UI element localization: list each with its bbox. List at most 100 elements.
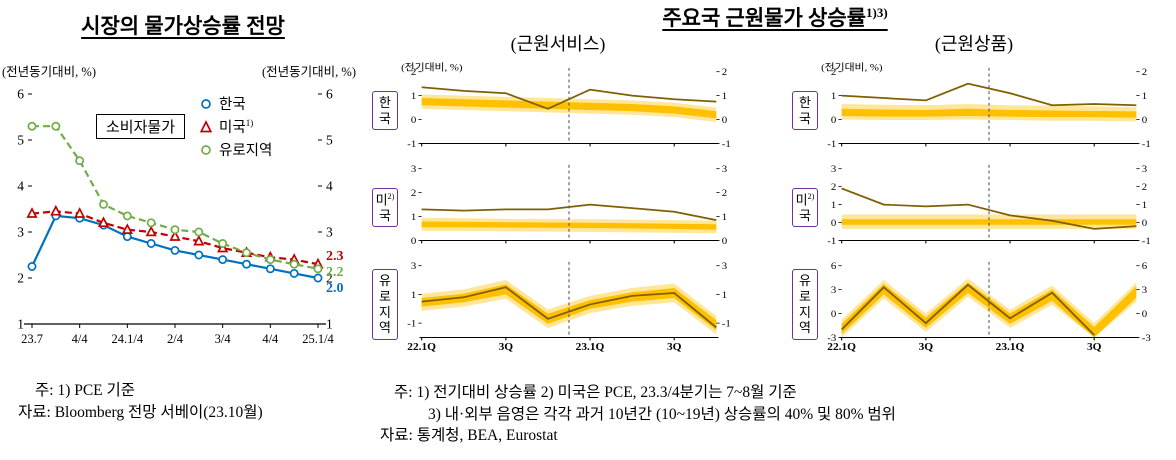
svg-text:0: 0 bbox=[1142, 115, 1147, 125]
svg-text:2: 2 bbox=[1142, 182, 1147, 192]
svg-text:1: 1 bbox=[1142, 200, 1147, 210]
market-expectations-plot: (전년동기대비, %) (전년동기대비, %) 1 1 2 2 3 3 4 4 5 5 6 6 23.7 4/… bbox=[2, 65, 356, 346]
left-panel-title: 시장의 물가상승률 전망 bbox=[81, 14, 285, 38]
core-services-euro-plot: 22.1Q 3Q 23.1Q 3Q 3 3 1 1 -1 -1 bbox=[407, 262, 731, 353]
svg-text:0: 0 bbox=[722, 115, 727, 125]
svg-text:0: 0 bbox=[411, 236, 416, 246]
svg-text:0: 0 bbox=[831, 115, 836, 125]
svg-text:1: 1 bbox=[722, 91, 727, 101]
svg-text:-1: -1 bbox=[1142, 236, 1151, 246]
svg-text:3: 3 bbox=[411, 165, 416, 175]
svg-text:-1: -1 bbox=[722, 319, 731, 329]
core-goods-korea-plot: 2 2 1 1 0 0 -1 -1 (전기대비, %) bbox=[821, 62, 1151, 149]
svg-text:1: 1 bbox=[17, 317, 24, 332]
core-goods-euro-plot: 22.1Q 3Q 23.1Q 3Q 6 6 3 3 0 0 -3 -3 bbox=[827, 262, 1151, 353]
svg-text:2: 2 bbox=[411, 188, 416, 198]
chart-row-core-goods-euro: 유 로 지 역 22.1Q 3Q 23.1Q 3Q 6 6 3 3 0 0 -3 -3 bbox=[792, 256, 1158, 353]
svg-text:0: 0 bbox=[1142, 218, 1147, 228]
svg-text:6: 6 bbox=[831, 262, 836, 272]
right-note-line-1: 주: 1) 전기대비 상승률 2) 미국은 PCE, 23.3/4분기는 7~8… bbox=[394, 384, 797, 401]
svg-text:23.1Q: 23.1Q bbox=[576, 342, 605, 353]
open-circle-marker-icon bbox=[201, 98, 211, 109]
chart-row-core-services-us: 미2) 국 3 3 2 2 1 1 0 0 bbox=[372, 159, 738, 256]
row-label-core-services-us: 미2) 국 bbox=[372, 187, 398, 228]
chart-row-core-services-korea: 한 국 2 2 1 1 0 0 -1 -1 (전기대비, %) bbox=[372, 62, 738, 159]
core-services-us-plot: 3 3 2 2 1 1 0 0 bbox=[411, 165, 727, 247]
core-line bbox=[840, 283, 1095, 336]
legend-item-한국: 한국 bbox=[198, 92, 272, 115]
right-axis-caption: (전년동기대비, %) bbox=[262, 65, 356, 79]
core-line bbox=[421, 203, 717, 221]
svg-text:25.1/4: 25.1/4 bbox=[302, 332, 334, 346]
svg-text:1: 1 bbox=[411, 212, 416, 222]
right-title-footnote-marker: 1)3) bbox=[866, 5, 888, 20]
svg-text:1: 1 bbox=[831, 91, 836, 101]
svg-text:1: 1 bbox=[411, 290, 416, 300]
svg-text:4: 4 bbox=[17, 179, 24, 194]
legend-title-box: 소비자물가 bbox=[96, 114, 186, 139]
svg-text:3: 3 bbox=[722, 165, 727, 175]
svg-text:-1: -1 bbox=[827, 139, 836, 149]
svg-text:2: 2 bbox=[17, 271, 24, 286]
svg-text:-3: -3 bbox=[1142, 333, 1151, 343]
svg-text:2: 2 bbox=[411, 68, 416, 78]
svg-text:4: 4 bbox=[326, 179, 333, 194]
svg-text:2: 2 bbox=[831, 68, 836, 78]
small-multiples-grid: 한 국 2 2 1 1 0 0 -1 -1 (전기대비, %) 미2) 국 3 3 2 2 1 1 0 0 유 로 지 역 22.… bbox=[372, 62, 1158, 353]
svg-text:2: 2 bbox=[326, 271, 333, 286]
svg-text:5: 5 bbox=[17, 133, 24, 148]
svg-text:0: 0 bbox=[722, 236, 727, 246]
column-header-core-goods: (근원상품) bbox=[934, 34, 1014, 54]
legend-label: 유로지역 bbox=[219, 143, 273, 159]
svg-text:1: 1 bbox=[831, 200, 836, 210]
svg-text:1: 1 bbox=[1142, 91, 1147, 101]
svg-text:-1: -1 bbox=[827, 236, 836, 246]
svg-text:0: 0 bbox=[411, 115, 416, 125]
legend-item-유로지역: 유로지역 bbox=[198, 138, 272, 161]
svg-text:3: 3 bbox=[1142, 165, 1147, 175]
left-panel-notes: 주: 1) PCE 기준 자료: Bloomberg 전망 서베이(23.10월… bbox=[18, 380, 263, 423]
chart-row-core-services-euro: 유 로 지 역 22.1Q 3Q 23.1Q 3Q 3 3 1 1 -1 -1 bbox=[372, 256, 738, 353]
core-goods-column: 한 국 2 2 1 1 0 0 -1 -1 (전기대비, %) 미2) 국 3 3 2 2 1 1 0 0 -1 -1 유 로 지… bbox=[792, 62, 1158, 353]
svg-text:2/4: 2/4 bbox=[167, 332, 184, 346]
svg-text:2: 2 bbox=[722, 68, 727, 78]
core-services-korea-plot: 2 2 1 1 0 0 -1 -1 (전기대비, %) bbox=[401, 62, 731, 149]
svg-text:3Q: 3Q bbox=[1087, 342, 1102, 353]
chart-row-core-goods-us: 미2) 국 3 3 2 2 1 1 0 0 -1 -1 bbox=[792, 159, 1158, 256]
svg-text:-1: -1 bbox=[1142, 139, 1151, 149]
svg-text:3/4: 3/4 bbox=[215, 332, 232, 346]
row-label-core-goods-us: 미2) 국 bbox=[792, 187, 818, 228]
svg-text:3: 3 bbox=[326, 225, 333, 240]
svg-text:2: 2 bbox=[831, 182, 836, 192]
svg-text:24.1/4: 24.1/4 bbox=[112, 332, 144, 346]
svg-text:22.1Q: 22.1Q bbox=[407, 342, 436, 353]
open-circle-marker-icon bbox=[201, 144, 211, 155]
svg-text:-1: -1 bbox=[407, 139, 416, 149]
end-label-유로지역: 2.2 bbox=[326, 265, 344, 280]
left-axis-caption: (전년동기대비, %) bbox=[2, 65, 96, 79]
svg-text:4/4: 4/4 bbox=[262, 332, 279, 346]
svg-text:2: 2 bbox=[722, 188, 727, 198]
right-note-line-2: 3) 내·외부 음영은 각각 과거 10년간 (10~19년) 상승률의 40%… bbox=[428, 405, 896, 423]
left-source-line: 자료: Bloomberg 전망 서베이(23.10월) bbox=[18, 403, 263, 421]
svg-text:1: 1 bbox=[722, 290, 727, 300]
svg-text:2: 2 bbox=[1142, 68, 1147, 78]
market-expectations-chart: (전년동기대비, %) (전년동기대비, %) 1 1 2 2 3 3 4 4 5 5 6 6 23.7 4/… bbox=[2, 62, 356, 368]
legend-label: 한국 bbox=[219, 97, 246, 113]
core-goods-us-plot: 3 3 2 2 1 1 0 0 -1 -1 bbox=[827, 165, 1151, 247]
svg-text:6: 6 bbox=[326, 87, 333, 102]
legend-label: 미국1) bbox=[219, 118, 254, 136]
legend-item-미국: 미국1) bbox=[198, 115, 272, 138]
right-panel-notes: 주: 1) 전기대비 상승률 2) 미국은 PCE, 23.3/4분기는 7~8… bbox=[380, 382, 896, 447]
svg-text:1: 1 bbox=[326, 317, 333, 332]
svg-text:23.1Q: 23.1Q bbox=[996, 342, 1025, 353]
left-note-line: 주: 1) PCE 기준 bbox=[35, 382, 136, 399]
svg-text:3: 3 bbox=[831, 165, 836, 175]
end-label-미국: 2.3 bbox=[326, 249, 344, 264]
svg-text:6: 6 bbox=[1142, 262, 1147, 272]
